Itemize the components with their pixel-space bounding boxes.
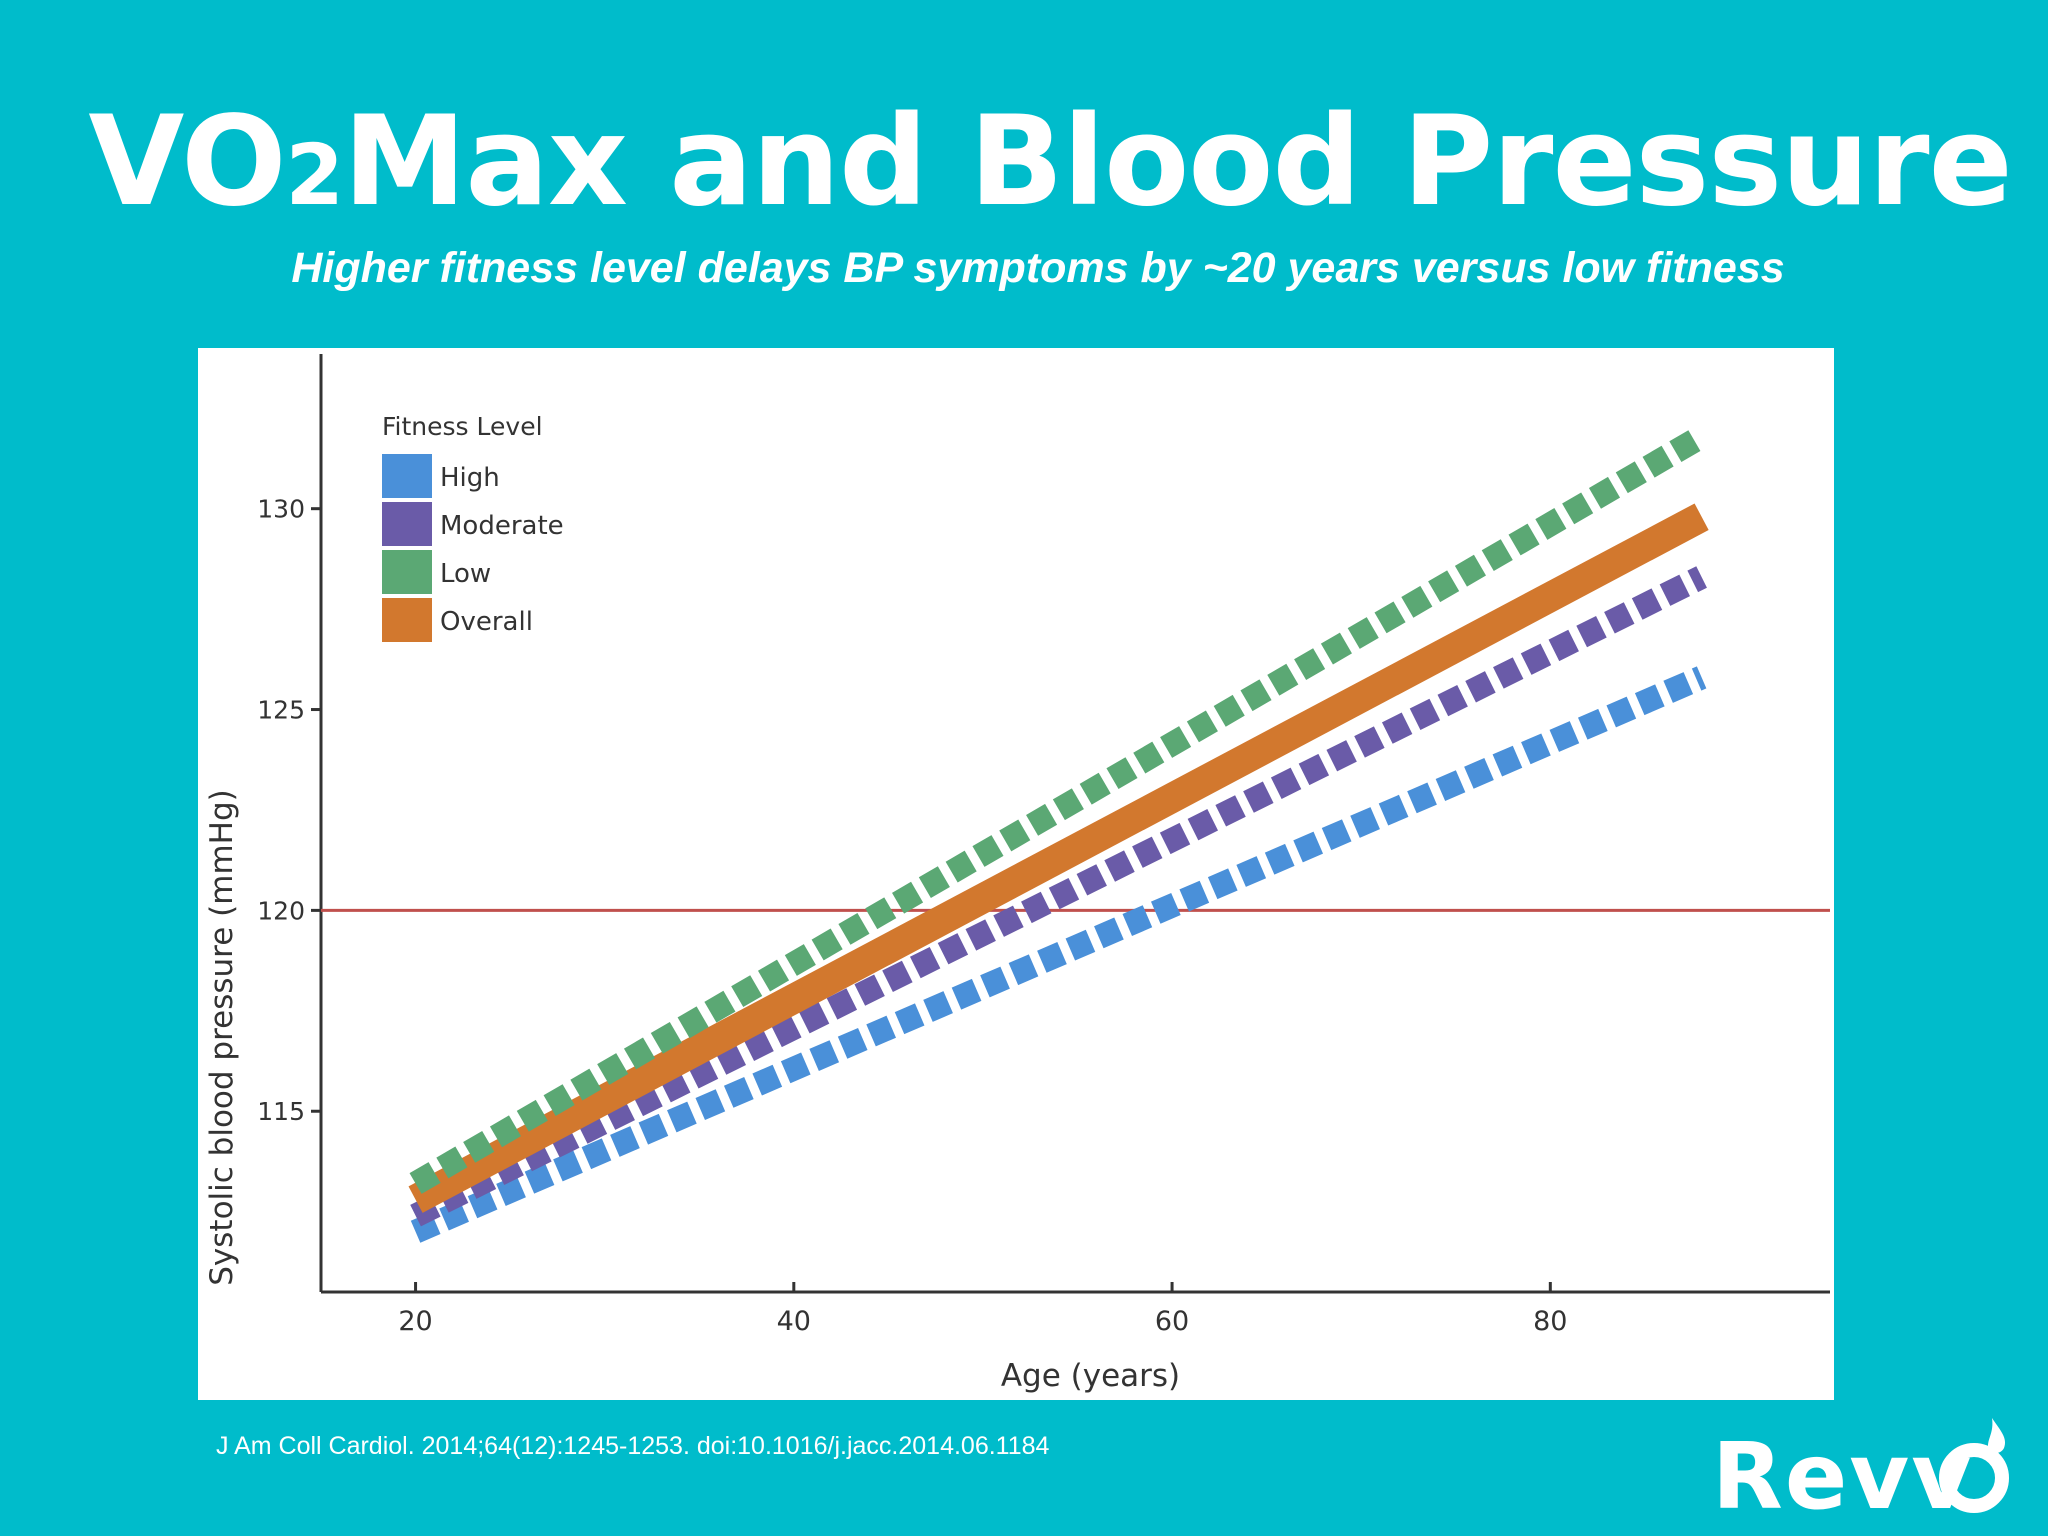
x-tick-label: 20 [398,1306,432,1337]
svg-text:Revv: Revv [1712,1423,1973,1522]
legend-label-overall: Overall [440,607,533,637]
legend-title: Fitness Level [382,412,543,441]
y-tick-label: 120 [257,896,305,925]
x-tick-label: 60 [1155,1306,1189,1337]
series-line-high [410,666,1707,1243]
citation-text: J Am Coll Cardiol. 2014;64(12):1245-1253… [216,1432,1050,1460]
title-subscript: 2 [285,126,344,224]
title-main: VO [88,90,286,234]
legend-swatch-low [382,550,432,594]
legend-label-moderate: Moderate [440,511,564,541]
page-subtitle: Higher fitness level delays BP symptoms … [291,244,1785,292]
y-tick-label: 130 [257,495,305,524]
legend-label-high: High [440,463,500,493]
y-axis-label: Systolic blood pressure (mmHg) [204,789,240,1286]
chart-panel: 115 120 125 130 20 40 60 80 Age (years) Systolic … [198,348,1834,1400]
legend-swatch-moderate [382,502,432,546]
legend-swatch-overall [382,598,432,642]
title-rest: Max and Blood Pressure [342,90,2013,234]
series-line-moderate [410,566,1707,1227]
legend-swatch-high [382,454,432,498]
x-axis-label: Age (years) [1001,1358,1180,1394]
page-title: VO2Max and Blood Pressure [0,92,2048,245]
legend-label-low: Low [440,559,491,589]
series-line-low [409,425,1708,1194]
y-tick-label: 125 [257,696,305,725]
line-chart: 115 120 125 130 20 40 60 80 Age (years) Systolic … [204,354,1830,1394]
x-tick-label: 80 [1533,1306,1567,1337]
series-line-overall [408,503,1709,1213]
y-tick-label: 115 [257,1097,305,1126]
revvo-logo: Revv [1712,1418,2009,1522]
x-tick-label: 40 [777,1306,811,1337]
